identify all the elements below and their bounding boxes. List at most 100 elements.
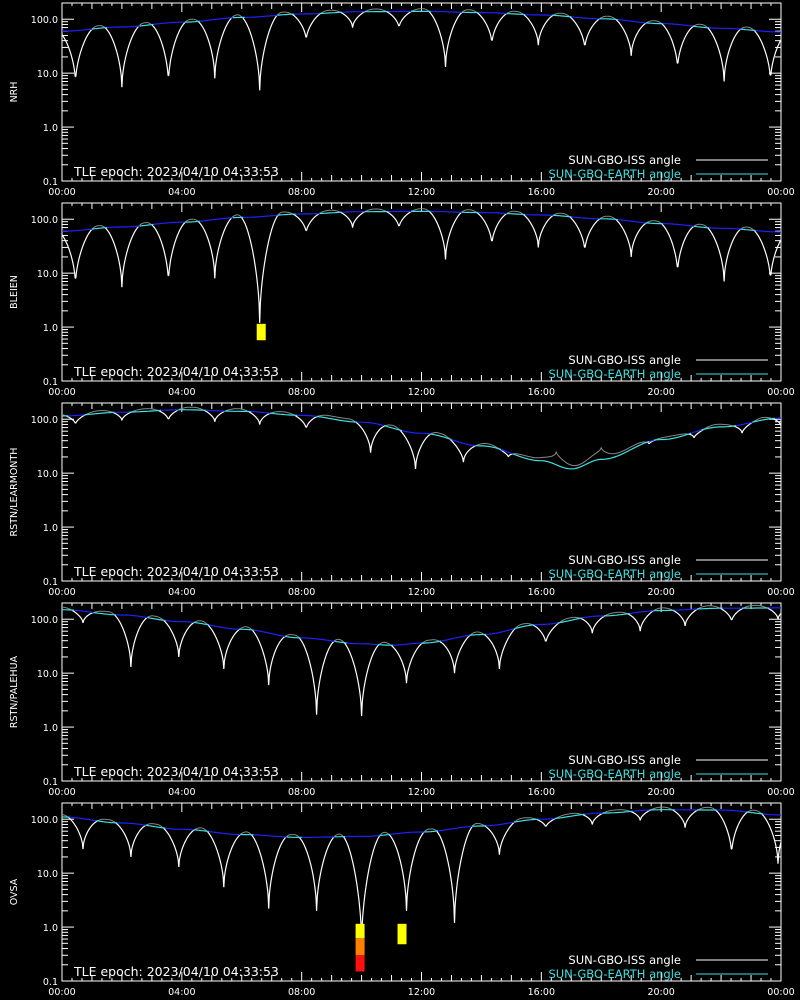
chart-panel-4: 00:00 04:00 08:00 12:00 16:00 20:00 00:000.11.… bbox=[9, 602, 795, 798]
tle-epoch-label: TLE epoch: 2023/04/10 04:33:53 bbox=[73, 364, 279, 379]
chart-panel-1: 00:00 04:00 08:00 12:00 16:00 20:00 00:000.11.… bbox=[9, 2, 795, 198]
x-tick-label: 00:00 bbox=[48, 187, 75, 198]
x-tick-label: 00:00 bbox=[48, 387, 75, 398]
chart-panel-2: 00:00 04:00 08:00 12:00 16:00 20:00 00:000.11.… bbox=[9, 202, 795, 398]
y-tick-label: 100.0 bbox=[31, 15, 58, 26]
y-axis-label: RSTN/LEARMONTH bbox=[9, 448, 20, 537]
iss-angle-series bbox=[62, 10, 781, 91]
x-tick-label: 12:00 bbox=[408, 987, 435, 998]
y-axis-label: OVSA bbox=[9, 878, 20, 905]
y-tick-label: 10.0 bbox=[37, 669, 58, 680]
y-tick-label: 0.1 bbox=[43, 377, 58, 388]
x-tick-label: 16:00 bbox=[528, 787, 555, 798]
x-tick-label: 16:00 bbox=[528, 987, 555, 998]
x-tick-label: 20:00 bbox=[647, 987, 674, 998]
x-tick-label: 00:00 bbox=[767, 187, 794, 198]
tle-epoch-label: TLE epoch: 2023/04/10 04:33:53 bbox=[73, 764, 279, 779]
x-tick-label: 16:00 bbox=[528, 587, 555, 598]
earth-angle-series bbox=[67, 409, 781, 455]
x-tick-label: 00:00 bbox=[767, 587, 794, 598]
x-tick-label: 00:00 bbox=[48, 787, 75, 798]
x-tick-label: 20:00 bbox=[647, 187, 674, 198]
legend-iss-label: SUN-GBO-ISS angle bbox=[568, 153, 681, 167]
earth-angle-series bbox=[73, 607, 781, 646]
y-tick-label: 100.0 bbox=[31, 415, 58, 426]
chart-panel-5: 00:00 04:00 08:00 12:00 16:00 20:00 00:000.11.… bbox=[9, 802, 795, 998]
event-marker-2-segment-1 bbox=[397, 923, 407, 945]
earth-angle-series-upper bbox=[91, 10, 756, 32]
legend-earth-label: SUN-GBO-EARTH angle bbox=[548, 967, 681, 981]
legend-earth-label: SUN-GBO-EARTH angle bbox=[548, 167, 681, 181]
chart-panel-3: 00:00 04:00 08:00 12:00 16:00 20:00 00:000.11.… bbox=[9, 402, 795, 598]
y-tick-label: 10.0 bbox=[37, 869, 58, 880]
legend-earth-label: SUN-GBO-EARTH angle bbox=[548, 367, 681, 381]
x-tick-label: 16:00 bbox=[528, 387, 555, 398]
plot-area bbox=[62, 604, 781, 717]
tle-epoch-label: TLE epoch: 2023/04/10 04:33:53 bbox=[73, 964, 279, 979]
legend-earth-label: SUN-GBO-EARTH angle bbox=[548, 767, 681, 781]
event-marker-1-segment-3 bbox=[355, 955, 365, 972]
plot-area bbox=[62, 208, 781, 341]
x-tick-label: 08:00 bbox=[288, 587, 315, 598]
x-tick-label: 20:00 bbox=[647, 787, 674, 798]
legend-iss-label: SUN-GBO-ISS angle bbox=[568, 753, 681, 767]
y-tick-label: 10.0 bbox=[37, 269, 58, 280]
x-tick-label: 12:00 bbox=[408, 387, 435, 398]
x-tick-label: 04:00 bbox=[168, 587, 195, 598]
y-tick-label: 100.0 bbox=[31, 815, 58, 826]
x-tick-label: 08:00 bbox=[288, 787, 315, 798]
x-tick-label: 16:00 bbox=[528, 187, 555, 198]
event-marker-1-segment-1 bbox=[355, 923, 365, 939]
x-tick-label: 04:00 bbox=[168, 387, 195, 398]
legend-iss-label: SUN-GBO-ISS angle bbox=[568, 953, 681, 967]
y-tick-label: 0.1 bbox=[43, 577, 58, 588]
earth-angle-series bbox=[62, 10, 781, 33]
y-tick-label: 10.0 bbox=[37, 69, 58, 80]
y-axis-label: BLEIEN bbox=[9, 275, 20, 309]
x-tick-label: 12:00 bbox=[408, 787, 435, 798]
y-tick-label: 100.0 bbox=[31, 615, 58, 626]
earth-angle-series-upper bbox=[91, 210, 756, 232]
tle-epoch-label: TLE epoch: 2023/04/10 04:33:53 bbox=[73, 164, 279, 179]
earth-angle-series-upper bbox=[62, 809, 764, 838]
y-tick-label: 1.0 bbox=[43, 723, 58, 734]
legend-iss-label: SUN-GBO-ISS angle bbox=[568, 553, 681, 567]
legend-earth-label: SUN-GBO-EARTH angle bbox=[548, 567, 681, 581]
y-tick-label: 1.0 bbox=[43, 523, 58, 534]
y-axis-label: NRH bbox=[9, 82, 20, 103]
iss-angle-series bbox=[62, 210, 781, 323]
x-tick-label: 00:00 bbox=[48, 987, 75, 998]
x-tick-label: 00:00 bbox=[767, 787, 794, 798]
y-tick-label: 100.0 bbox=[31, 215, 58, 226]
x-tick-label: 04:00 bbox=[168, 787, 195, 798]
y-tick-label: 0.1 bbox=[43, 177, 58, 188]
event-marker-1-segment-1 bbox=[256, 323, 266, 341]
x-tick-label: 00:00 bbox=[48, 587, 75, 598]
y-tick-label: 0.1 bbox=[43, 777, 58, 788]
x-tick-label: 04:00 bbox=[168, 987, 195, 998]
x-tick-label: 20:00 bbox=[647, 587, 674, 598]
earth-angle-series-upper bbox=[62, 607, 769, 646]
plot-area bbox=[62, 406, 781, 470]
earth-angle-series bbox=[62, 210, 781, 233]
plot-area bbox=[62, 806, 781, 972]
plot-area bbox=[62, 8, 781, 91]
x-tick-label: 00:00 bbox=[767, 987, 794, 998]
y-axis-label: RSTN/PALEHUA bbox=[9, 655, 20, 728]
legend-iss-label: SUN-GBO-ISS angle bbox=[568, 353, 681, 367]
earth-angle-series bbox=[69, 809, 781, 838]
y-tick-label: 0.1 bbox=[43, 977, 58, 988]
x-tick-label: 08:00 bbox=[288, 187, 315, 198]
x-tick-label: 12:00 bbox=[408, 187, 435, 198]
event-marker-1-segment-2 bbox=[355, 938, 365, 956]
iss-angle-series-upper bbox=[62, 806, 763, 838]
x-tick-label: 08:00 bbox=[288, 987, 315, 998]
x-tick-label: 00:00 bbox=[767, 387, 794, 398]
y-tick-label: 1.0 bbox=[43, 123, 58, 134]
x-tick-label: 04:00 bbox=[168, 187, 195, 198]
y-tick-label: 10.0 bbox=[37, 469, 58, 480]
earth-angle-series-upper bbox=[62, 409, 776, 470]
x-tick-label: 12:00 bbox=[408, 587, 435, 598]
